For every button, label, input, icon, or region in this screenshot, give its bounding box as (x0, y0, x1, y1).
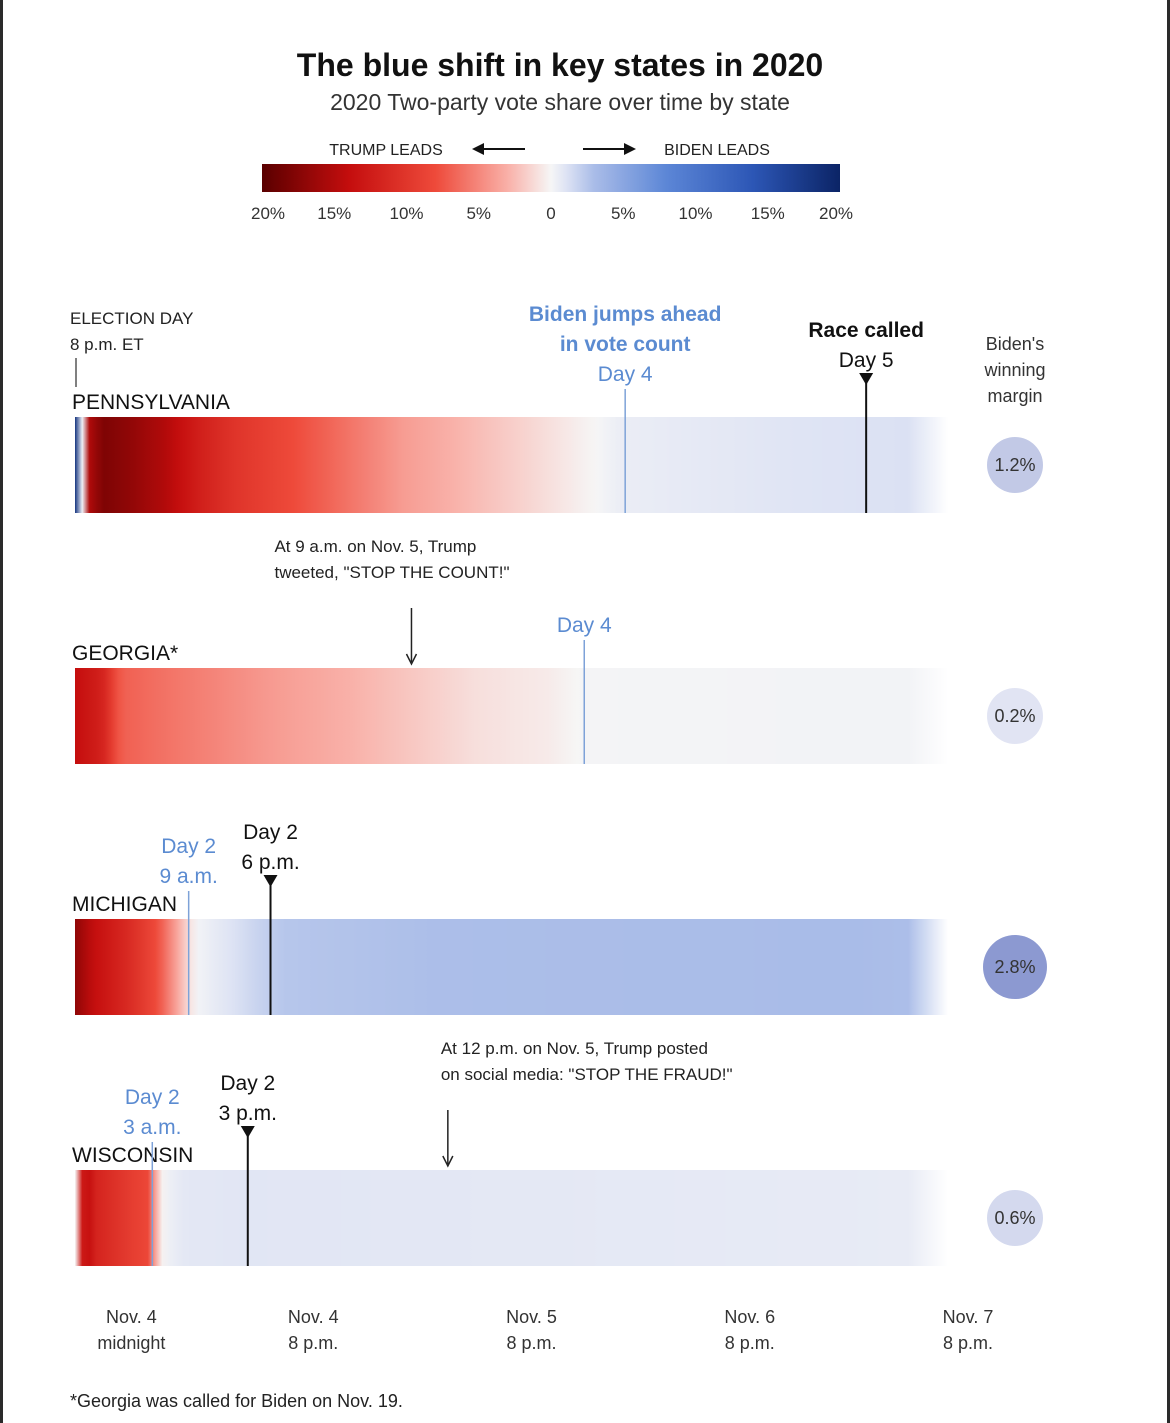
margin-value: 0.6% (994, 1208, 1035, 1228)
margin-header-line: Biden's (986, 334, 1044, 354)
state-row-wisconsin: WISCONSIN Day 2 3 a.m. Day 2 3 p.m. At 12 p.m… (72, 1039, 1043, 1266)
state-label: MICHIGAN (72, 893, 177, 916)
state-label: PENNSYLVANIA (72, 391, 230, 414)
arrow-down-icon (405, 653, 418, 666)
margin-value: 1.2% (994, 455, 1035, 475)
x-tick-label: Nov. 4 (288, 1307, 339, 1327)
event-marker-label: Biden jumps ahead (529, 303, 722, 326)
legend-tick-label: 15% (317, 204, 351, 223)
arrow-right-icon (624, 143, 636, 155)
vote-share-strip (75, 417, 948, 513)
left-border (0, 0, 3, 1423)
x-tick-sublabel: 8 p.m. (943, 1333, 993, 1353)
event-marker-label: Day 4 (598, 363, 653, 386)
event-marker-label: 6 p.m. (241, 851, 299, 874)
election-day-label: ELECTION DAY (70, 309, 193, 328)
annotation-text: on social media: "STOP THE FRAUD!" (441, 1065, 733, 1084)
footnote: *Georgia was called for Biden on Nov. 19… (70, 1391, 403, 1411)
event-marker-label: Day 2 (125, 1086, 180, 1109)
annotation-text: tweeted, "STOP THE COUNT!" (274, 563, 509, 582)
vote-share-strip (75, 919, 948, 1015)
x-tick-sublabel: midnight (97, 1333, 165, 1353)
chart-title: The blue shift in key states in 2020 (297, 47, 823, 83)
event-marker-label: Day 5 (839, 349, 894, 372)
state-row-michigan: MICHIGAN Day 2 9 a.m. Day 2 6 p.m. 2.8% (72, 821, 1047, 1015)
x-tick-sublabel: 8 p.m. (288, 1333, 338, 1353)
strip-fade (908, 668, 948, 764)
legend-tick-label: 15% (751, 204, 785, 223)
event-marker-label: Day 2 (161, 835, 216, 858)
chart-subtitle: 2020 Two-party vote share over time by s… (330, 89, 790, 115)
event-marker-label: 3 p.m. (219, 1102, 277, 1125)
arrow-left-icon (472, 143, 484, 155)
margin-header-line: margin (987, 386, 1042, 406)
triangle-down-icon (240, 1126, 255, 1138)
annotation-text: At 9 a.m. on Nov. 5, Trump (274, 537, 476, 556)
x-tick-label: Nov. 5 (506, 1307, 557, 1327)
triangle-down-icon (859, 373, 874, 385)
margin-header-line: winning (983, 360, 1045, 380)
margin-value: 0.2% (994, 706, 1035, 726)
triangle-down-icon (263, 875, 278, 887)
margin-bubble (987, 437, 1043, 493)
legend-biden-label: BIDEN LEADS (664, 142, 770, 159)
x-tick-label: Nov. 4 (106, 1307, 157, 1327)
strip-fade (908, 1170, 948, 1266)
margin-bubble (987, 688, 1043, 744)
event-marker-label: 3 a.m. (123, 1116, 181, 1139)
legend-tick-label: 0 (546, 204, 555, 223)
x-tick-label: Nov. 6 (724, 1307, 775, 1327)
state-row-georgia: GEORGIA* Day 4 At 9 a.m. on Nov. 5, Trump t… (72, 537, 1043, 764)
event-marker-label: Day 4 (557, 614, 612, 637)
x-tick-label: Nov. 7 (943, 1307, 994, 1327)
legend-tick-label: 5% (611, 204, 636, 223)
legend-tick-label: 20% (819, 204, 853, 223)
vote-share-strip (75, 1170, 948, 1266)
arrow-down-icon (442, 1155, 454, 1168)
state-label: WISCONSIN (72, 1144, 193, 1167)
state-row-pennsylvania: PENNSYLVANIA Biden jumps ahead in vote cou… (72, 303, 1043, 513)
x-tick-sublabel: 8 p.m. (506, 1333, 556, 1353)
event-marker-label: Race called (808, 319, 924, 342)
strip-fade (908, 919, 948, 1015)
legend-trump-label: TRUMP LEADS (329, 142, 443, 159)
legend-tick-label: 20% (251, 204, 285, 223)
annotation-text: At 12 p.m. on Nov. 5, Trump posted (441, 1039, 708, 1058)
right-border (1167, 0, 1170, 1423)
margin-bubble (983, 935, 1047, 999)
strip-fade (908, 417, 948, 513)
event-marker-label: in vote count (560, 333, 691, 356)
x-tick-sublabel: 8 p.m. (725, 1333, 775, 1353)
state-label: GEORGIA* (72, 642, 178, 665)
legend-tick-label: 5% (466, 204, 491, 223)
election-day-time: 8 p.m. ET (70, 335, 144, 354)
vote-share-strip (75, 668, 948, 764)
legend-tick-label: 10% (678, 204, 712, 223)
legend-tick-label: 10% (389, 204, 423, 223)
margin-bubble (987, 1190, 1043, 1246)
event-marker-label: Day 2 (220, 1072, 275, 1095)
legend-color-bar (262, 164, 840, 192)
margin-value: 2.8% (994, 957, 1035, 977)
event-marker-label: Day 2 (243, 821, 298, 844)
event-marker-label: 9 a.m. (159, 865, 217, 888)
